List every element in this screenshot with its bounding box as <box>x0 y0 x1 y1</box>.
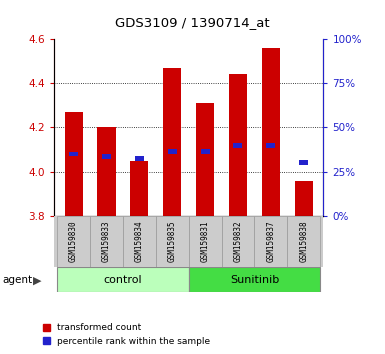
Text: Sunitinib: Sunitinib <box>230 275 279 285</box>
Bar <box>168 149 177 154</box>
Bar <box>189 216 221 267</box>
Bar <box>287 216 320 267</box>
Text: GSM159830: GSM159830 <box>69 221 78 262</box>
Bar <box>123 216 156 267</box>
Bar <box>65 112 83 216</box>
Bar <box>221 216 254 267</box>
Bar <box>102 154 111 159</box>
Bar <box>163 68 181 216</box>
Text: GSM159834: GSM159834 <box>135 221 144 262</box>
Bar <box>69 152 78 156</box>
Bar <box>130 161 148 216</box>
Text: ▶: ▶ <box>33 275 41 285</box>
Bar <box>254 216 287 267</box>
Text: GSM159837: GSM159837 <box>266 221 275 262</box>
Legend: transformed count, percentile rank within the sample: transformed count, percentile rank withi… <box>43 324 211 346</box>
Bar <box>57 216 90 267</box>
Bar <box>233 143 243 148</box>
Bar <box>262 48 280 216</box>
Bar <box>189 267 320 292</box>
Bar <box>90 216 123 267</box>
Text: GSM159838: GSM159838 <box>299 221 308 262</box>
Bar <box>295 181 313 216</box>
Text: agent: agent <box>2 275 32 285</box>
Bar <box>97 127 116 216</box>
Bar <box>57 267 189 292</box>
Bar <box>201 149 209 154</box>
Bar <box>156 216 189 267</box>
Text: control: control <box>104 275 142 285</box>
Text: GSM159832: GSM159832 <box>233 221 243 262</box>
Bar <box>229 74 247 216</box>
Bar <box>135 156 144 161</box>
Bar <box>299 160 308 165</box>
Text: GSM159833: GSM159833 <box>102 221 111 262</box>
Bar <box>266 143 275 148</box>
Text: GDS3109 / 1390714_at: GDS3109 / 1390714_at <box>115 17 270 29</box>
Text: GSM159835: GSM159835 <box>168 221 177 262</box>
Text: GSM159831: GSM159831 <box>201 221 209 262</box>
Bar <box>196 103 214 216</box>
